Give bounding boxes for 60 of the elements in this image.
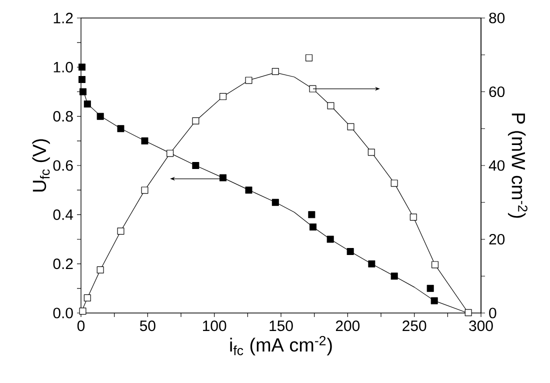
y2-tick-label: 20 <box>489 234 505 245</box>
y2-axis-title: P (mW cm$^{-2}$) <box>508 114 528 218</box>
x-tick-label: 0 <box>77 320 85 332</box>
y-tick-label: 0.8 <box>53 111 73 122</box>
x-tick-label: 100 <box>203 320 226 332</box>
point <box>390 272 398 280</box>
point <box>117 125 124 132</box>
point <box>272 68 279 75</box>
y-tick-label: 1.0 <box>54 62 73 72</box>
y-tick-label: 1.2 <box>54 12 73 24</box>
point <box>308 211 316 218</box>
point <box>426 284 434 292</box>
point <box>272 198 279 206</box>
point <box>306 54 313 62</box>
point <box>220 174 227 182</box>
y-tick-label: 0.4 <box>53 209 74 220</box>
point <box>192 117 200 124</box>
y2-tick-label: 40 <box>488 160 505 171</box>
y2-tick-label: 60 <box>489 86 505 98</box>
y2-tick-label: 80 <box>489 12 505 24</box>
point <box>368 260 376 268</box>
x-tick-label: 200 <box>336 320 360 332</box>
point <box>430 297 438 304</box>
point <box>432 261 439 268</box>
point <box>245 186 252 194</box>
point <box>347 123 354 130</box>
point <box>96 266 104 274</box>
point <box>117 228 124 235</box>
point <box>390 180 398 187</box>
x-tick-label: 150 <box>270 320 293 332</box>
point <box>84 294 91 302</box>
x-axis-title: i$_{fc}$ (mA cm$^{-2}$) <box>230 336 332 356</box>
point <box>166 150 174 157</box>
point <box>368 148 375 156</box>
point <box>346 248 354 256</box>
point <box>78 76 86 83</box>
y-tick-label: 0.0 <box>53 308 73 318</box>
point <box>96 112 104 120</box>
point <box>192 162 200 169</box>
point <box>327 102 334 110</box>
point <box>326 236 334 243</box>
x-tick-label: 50 <box>140 320 156 332</box>
point <box>78 64 86 71</box>
point <box>464 309 472 316</box>
x-tick-label: 300 <box>469 320 493 332</box>
point <box>310 223 317 230</box>
point <box>80 88 86 96</box>
y2-tick-label: 0 <box>489 308 496 318</box>
point <box>84 100 91 108</box>
y-axis-title: U$_{fc}$ (V) <box>32 139 50 192</box>
point <box>141 137 148 144</box>
point <box>141 186 148 194</box>
point <box>245 76 252 84</box>
point <box>309 85 316 92</box>
point <box>79 308 86 315</box>
y-tick-label: 0.2 <box>53 258 73 270</box>
x-tick-label: 250 <box>402 320 426 332</box>
point <box>220 93 227 100</box>
point <box>410 214 417 221</box>
y-tick-label: 0.6 <box>53 160 73 171</box>
